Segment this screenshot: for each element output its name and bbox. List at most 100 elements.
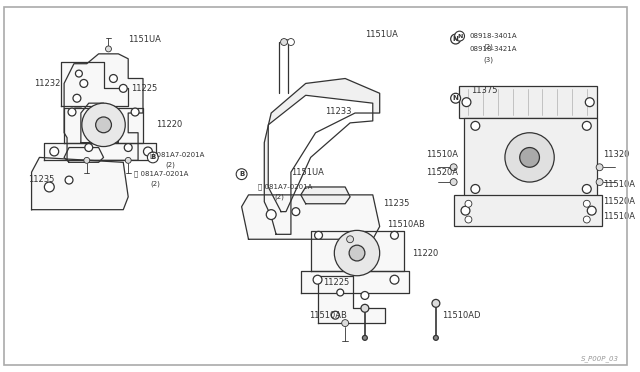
Circle shape: [583, 200, 590, 207]
Text: 11510AB: 11510AB: [308, 311, 346, 320]
Text: S_P00P_03: S_P00P_03: [581, 355, 620, 362]
Circle shape: [65, 176, 73, 184]
Text: 1151UA: 1151UA: [365, 30, 398, 39]
Circle shape: [362, 336, 367, 340]
Circle shape: [462, 98, 471, 107]
Text: 11510A: 11510A: [604, 180, 636, 189]
Circle shape: [349, 245, 365, 261]
Text: 11232: 11232: [35, 79, 61, 88]
Circle shape: [465, 200, 472, 207]
Polygon shape: [301, 187, 350, 204]
Circle shape: [147, 152, 158, 163]
Circle shape: [143, 147, 152, 156]
Circle shape: [44, 182, 54, 192]
Text: 1151UA: 1151UA: [291, 168, 324, 177]
Text: (3): (3): [483, 57, 493, 63]
Circle shape: [588, 206, 596, 215]
Circle shape: [390, 275, 399, 284]
Text: 11510A: 11510A: [604, 212, 636, 221]
Text: 11220: 11220: [412, 248, 438, 257]
Text: B: B: [150, 154, 156, 160]
Circle shape: [124, 144, 132, 151]
Circle shape: [471, 185, 480, 193]
Text: 11220: 11220: [156, 121, 182, 129]
Bar: [459, 86, 596, 118]
Circle shape: [50, 147, 59, 156]
Circle shape: [451, 34, 461, 44]
Polygon shape: [268, 95, 372, 212]
Circle shape: [106, 46, 111, 52]
Text: B: B: [239, 171, 244, 177]
Polygon shape: [64, 148, 104, 162]
Circle shape: [125, 157, 131, 163]
Circle shape: [347, 236, 353, 243]
Circle shape: [337, 289, 344, 296]
Text: (2): (2): [483, 44, 493, 50]
Circle shape: [451, 93, 461, 103]
Circle shape: [315, 231, 323, 239]
Text: (2): (2): [166, 161, 175, 167]
Circle shape: [84, 157, 90, 163]
Circle shape: [361, 292, 369, 299]
Text: 11320: 11320: [604, 150, 630, 159]
Polygon shape: [310, 231, 404, 271]
Polygon shape: [44, 142, 156, 160]
Circle shape: [80, 80, 88, 87]
Circle shape: [131, 108, 139, 116]
Circle shape: [266, 210, 276, 219]
Circle shape: [433, 336, 438, 340]
Circle shape: [596, 164, 603, 171]
Circle shape: [313, 275, 322, 284]
Polygon shape: [317, 276, 385, 323]
Text: 11510AB: 11510AB: [388, 220, 426, 229]
Text: 11225: 11225: [131, 84, 157, 93]
Circle shape: [236, 169, 247, 180]
Circle shape: [390, 231, 399, 239]
Text: 11375: 11375: [472, 86, 498, 95]
Circle shape: [583, 216, 590, 223]
Text: 1151UA: 1151UA: [128, 35, 161, 44]
Circle shape: [287, 39, 294, 45]
Text: (2): (2): [150, 181, 160, 187]
Text: 11235: 11235: [28, 174, 54, 184]
Bar: [454, 195, 602, 227]
Circle shape: [82, 103, 125, 147]
Circle shape: [73, 94, 81, 102]
Text: 11510AD: 11510AD: [442, 311, 480, 320]
Circle shape: [95, 117, 111, 133]
Circle shape: [119, 84, 127, 92]
Text: 08918-3421A: 08918-3421A: [469, 46, 517, 52]
Circle shape: [582, 121, 591, 130]
Polygon shape: [64, 54, 143, 160]
Polygon shape: [64, 108, 143, 142]
Text: N: N: [452, 36, 458, 42]
Polygon shape: [301, 271, 409, 294]
Text: 11225: 11225: [323, 278, 349, 287]
Circle shape: [432, 299, 440, 307]
Circle shape: [68, 108, 76, 116]
Circle shape: [454, 31, 465, 41]
Text: Ⓑ 081A7-0201A: Ⓑ 081A7-0201A: [150, 151, 204, 158]
Text: 11510A: 11510A: [426, 150, 458, 159]
Circle shape: [292, 208, 300, 216]
Polygon shape: [61, 62, 128, 106]
Circle shape: [450, 164, 457, 171]
Circle shape: [450, 179, 457, 186]
Circle shape: [332, 311, 339, 319]
Text: 11233: 11233: [326, 106, 352, 116]
Text: N: N: [452, 95, 458, 101]
Circle shape: [465, 216, 472, 223]
Circle shape: [596, 179, 603, 186]
Circle shape: [471, 121, 480, 130]
Circle shape: [520, 148, 540, 167]
Text: Ⓑ 081A7-0201A: Ⓑ 081A7-0201A: [134, 171, 189, 177]
Circle shape: [361, 304, 369, 312]
Text: 08918-3401A: 08918-3401A: [469, 33, 517, 39]
Polygon shape: [81, 103, 118, 142]
Circle shape: [505, 133, 554, 182]
Polygon shape: [242, 195, 380, 239]
Circle shape: [334, 230, 380, 276]
Text: 11235: 11235: [383, 199, 409, 208]
Circle shape: [85, 144, 93, 151]
Text: 11520A: 11520A: [604, 197, 636, 206]
